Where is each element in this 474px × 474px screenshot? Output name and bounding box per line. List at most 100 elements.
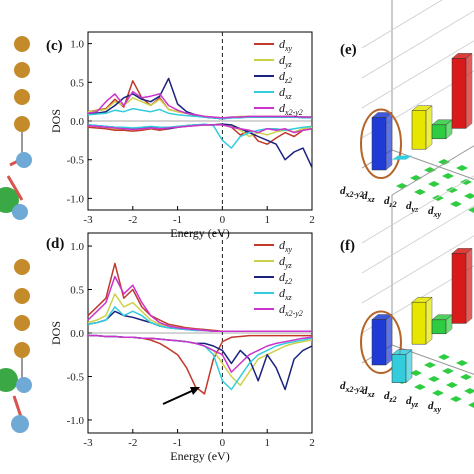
bar-side-d_x2-y2	[385, 313, 393, 366]
bar-side-d_x2-y2	[385, 111, 393, 171]
grid-line	[391, 10, 474, 61]
grid-line	[391, 0, 443, 31]
x-tick-label: -3	[83, 437, 93, 449]
y-tick-label: 0.5	[70, 77, 84, 89]
floor-tile	[464, 388, 474, 394]
grid-line	[361, 224, 393, 244]
bar-top-d_x2-y2	[371, 314, 393, 320]
x-tick-label: -1	[173, 214, 182, 226]
au-atom	[14, 36, 30, 52]
x-tick-label: -2	[128, 437, 137, 449]
x-tick-label: -2	[128, 214, 137, 226]
au-atom	[14, 62, 30, 78]
x-tick-label: -3	[83, 214, 93, 226]
bar-d_yz	[431, 124, 447, 140]
floor-tile	[410, 370, 422, 376]
bond	[6, 175, 24, 201]
back-wall	[391, 0, 393, 150]
x-tick-label: 0	[220, 437, 226, 449]
legend-entry: dx2-y2	[279, 302, 303, 318]
floor-tile	[468, 207, 474, 213]
category-label-d_xy: dxy	[428, 400, 442, 414]
y-tick-label: 0.0	[70, 116, 84, 128]
bar-top-d_xy	[451, 248, 473, 254]
floor-tile	[428, 181, 440, 187]
floor-tile	[446, 187, 458, 193]
bar-top-d_z2	[411, 105, 433, 111]
bar-d_xy	[451, 58, 467, 129]
category-label-d_xz: dxz	[362, 385, 376, 399]
bar-side-d_z2	[425, 296, 433, 345]
floor-tile	[446, 382, 458, 388]
panel-label-d: (d)	[46, 236, 64, 252]
floor-tile	[464, 193, 474, 199]
category-label-d_x2-y2: dx2-y2	[340, 185, 364, 199]
grid-line	[361, 284, 393, 304]
grid-line	[361, 29, 393, 49]
grid-line	[361, 254, 393, 274]
category-label-d_yz: dyz	[406, 395, 419, 409]
y-axis-label: DOS	[49, 321, 63, 345]
y-tick-label: -1.0	[67, 415, 85, 427]
legend-entry: dxz	[279, 286, 293, 302]
atom-structure-bottom	[0, 259, 32, 433]
highlight-circle	[360, 310, 402, 374]
x-tick-label: 2	[309, 437, 315, 449]
back-wall	[391, 145, 474, 345]
metal-atom	[12, 204, 28, 220]
panel-label-e: (e)	[340, 42, 357, 58]
atom-structure-top	[0, 36, 32, 220]
grid-line	[391, 40, 474, 91]
bar-side-d_xy	[465, 52, 473, 129]
metal-atom	[16, 377, 32, 393]
bar-side-d_z2	[425, 105, 433, 150]
legend-entry: dxz	[279, 85, 293, 101]
legend-entry: dz2	[279, 69, 292, 85]
series-line-d_x2-y2-down	[88, 334, 313, 373]
floor-tile	[456, 360, 468, 366]
bar-d_x2-y2	[371, 117, 387, 171]
bar-d_xz	[392, 155, 412, 160]
dos-panel-d: 1.0 0.5 0.0 -0.5 -1.0 -3 -2 -1 0 1 2 Energy (eV) DOS…	[49, 232, 315, 463]
legend-entry: dxy	[279, 37, 293, 53]
floor-tile	[428, 376, 440, 382]
floor-tile	[432, 390, 444, 396]
category-label-d_xz: dxz	[362, 190, 376, 204]
bar-d_yz	[431, 319, 447, 335]
series-line-d_x2-y2-up	[87, 90, 312, 119]
legend-entry: dyz	[279, 53, 293, 69]
legend-entry: dyz	[279, 254, 293, 270]
metal-atom	[16, 152, 32, 168]
bar-top-d_xz	[391, 349, 413, 355]
au-atom	[14, 288, 30, 304]
floor-tile	[460, 179, 472, 185]
floor-tile	[442, 173, 454, 179]
y-axis-label: DOS	[49, 109, 63, 133]
bar-top-d_z2	[411, 296, 433, 303]
series-line-d_x2-y2-up	[87, 275, 312, 333]
floor-edge	[391, 344, 474, 375]
floor-tile	[438, 354, 450, 360]
floor-tile	[438, 159, 450, 165]
panel-label-f: (f)	[340, 238, 355, 254]
grid-line	[391, 205, 474, 256]
au-atom	[14, 342, 30, 358]
category-label-d_z2: dz2	[384, 195, 397, 209]
y-tick-label: 1.0	[70, 39, 84, 51]
floor-tile	[468, 402, 474, 408]
au-atom	[14, 89, 30, 105]
category-label-d_xy: dxy	[428, 205, 442, 219]
grid-line	[361, 59, 393, 79]
y-tick-label: 0.5	[70, 285, 84, 297]
panel-label-c: (c)	[46, 38, 63, 54]
series-line-d_x2-y2-down	[87, 124, 313, 134]
highlight-circle	[360, 108, 402, 179]
floor-tile	[450, 201, 462, 207]
annotation-arrow	[162, 387, 200, 405]
au-atom	[14, 259, 30, 275]
legend-entry: dxy	[279, 238, 293, 254]
bar-top-d_x2-y2	[371, 112, 393, 118]
